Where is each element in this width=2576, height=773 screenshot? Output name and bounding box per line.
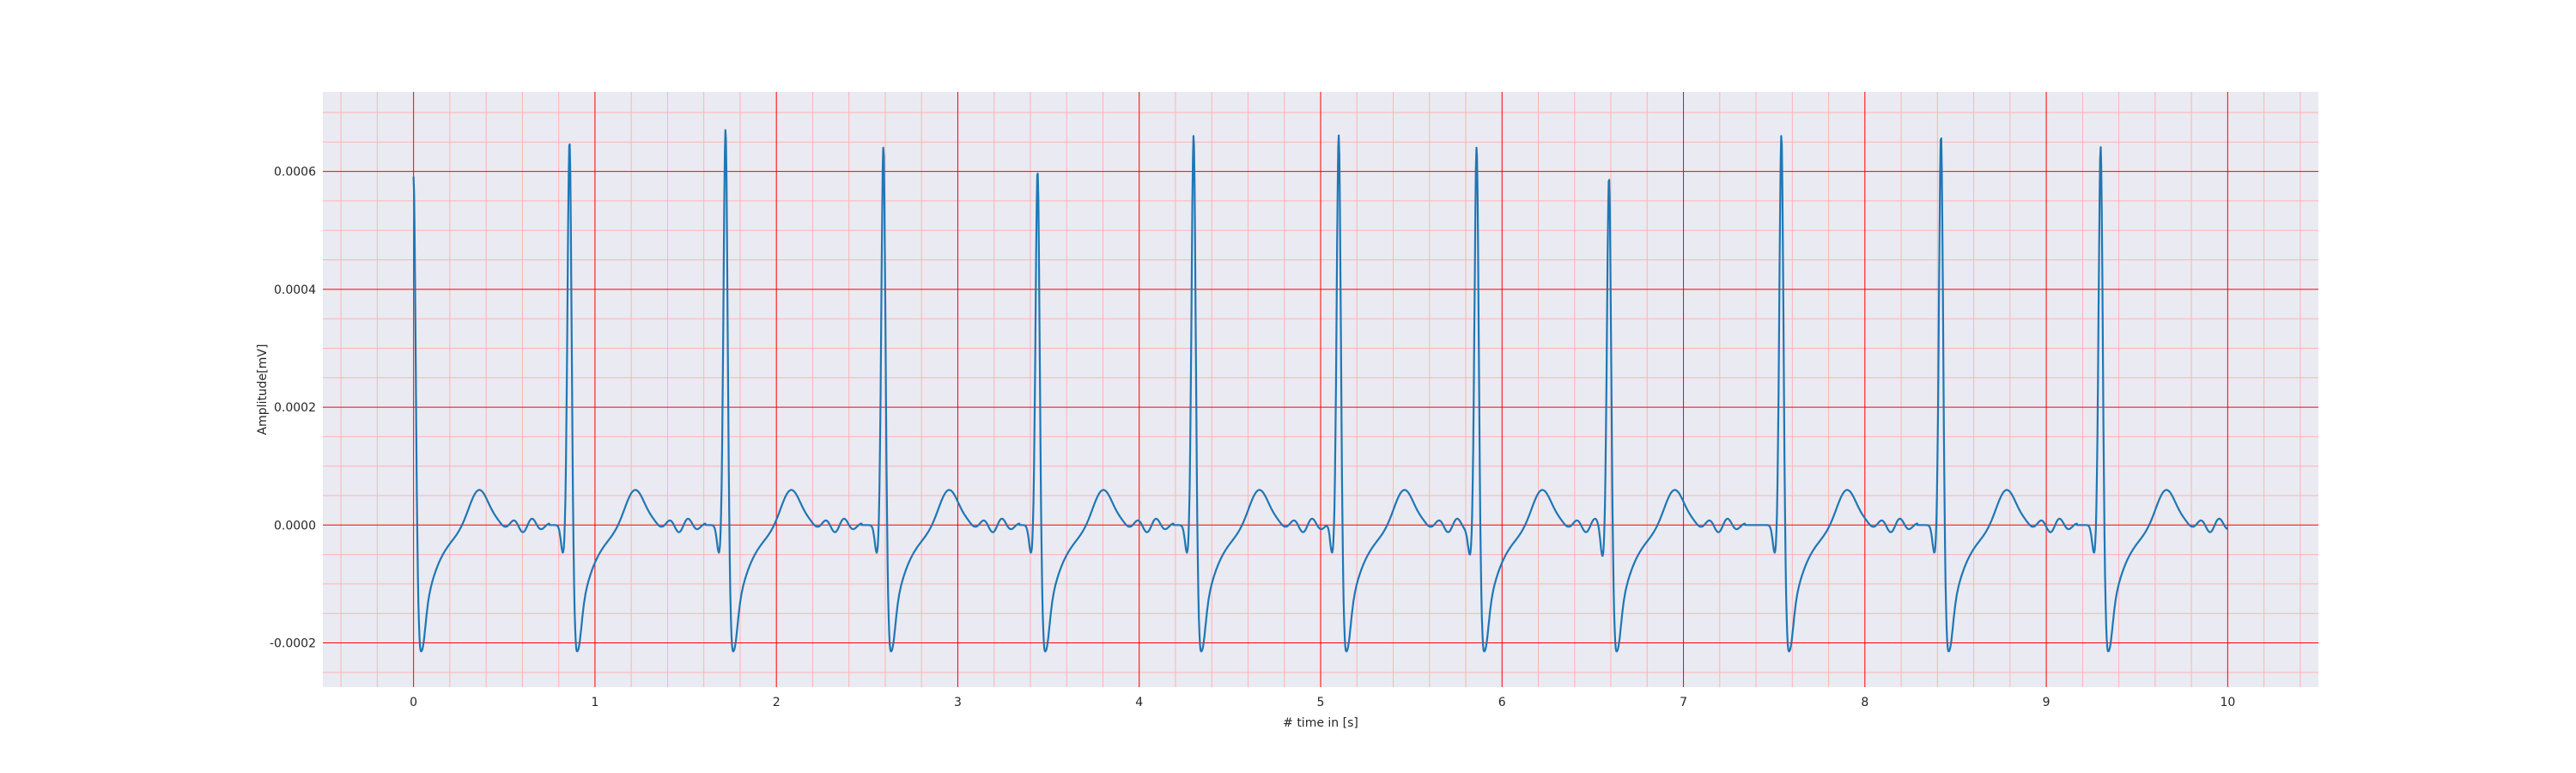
- x-tick-label: 3: [954, 696, 962, 709]
- x-tick-label: 8: [1861, 696, 1868, 709]
- x-tick-label: 7: [1680, 696, 1687, 709]
- y-tick-label: -0.0002: [270, 637, 316, 651]
- x-tick-label: 5: [1317, 696, 1325, 709]
- x-tick-label: 1: [591, 696, 598, 709]
- x-tick-label: 0: [410, 696, 417, 709]
- y-tick-label: 0.0006: [274, 166, 316, 180]
- y-tick-label: 0.0004: [274, 283, 316, 297]
- x-tick-label: 10: [2220, 696, 2235, 709]
- x-tick-label: 2: [773, 696, 781, 709]
- x-tick-label: 9: [2043, 696, 2050, 709]
- y-axis-label: Amplitude[mV]: [256, 344, 270, 435]
- y-tick-label: 0.0002: [274, 401, 316, 415]
- x-tick-label: 6: [1498, 696, 1506, 709]
- ecg-series-line: [412, 129, 2228, 653]
- y-axis-ticks: -0.0002 0.0000 0.0002 0.0004 0.0006: [270, 166, 316, 651]
- y-tick-label: 0.0000: [274, 519, 316, 533]
- x-axis-ticks: 0 1 2 3 4 5 6 7 8 9 10: [410, 696, 2235, 709]
- major-grid: [323, 92, 2318, 687]
- x-tick-label: 4: [1135, 696, 1143, 709]
- x-axis-label: # time in [s]: [1283, 716, 1358, 730]
